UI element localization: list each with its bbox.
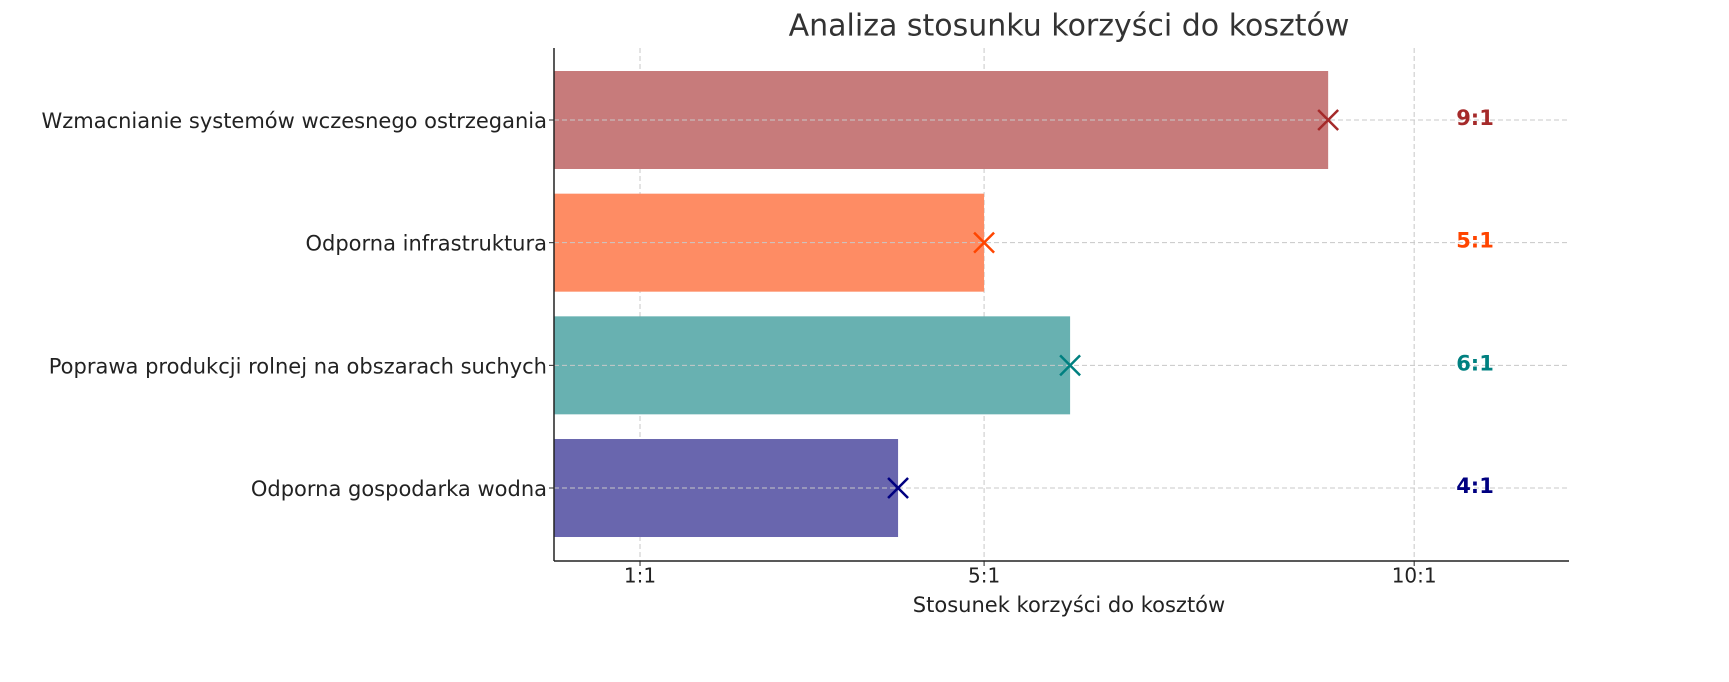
marker	[887, 477, 909, 499]
bar	[554, 193, 985, 292]
x-axis-label: Stosunek korzyści do kosztów	[913, 593, 1225, 617]
marker	[1059, 354, 1081, 377]
value-label: 9:1	[1456, 106, 1494, 130]
value-label: 4:1	[1456, 474, 1494, 498]
chart-title: Analiza stosunku korzyści do kosztów	[789, 9, 1350, 44]
y-tick-label: Odporna gospodarka wodna	[251, 477, 547, 501]
y-tick-label: Odporna infrastruktura	[305, 232, 547, 256]
value-label: 5:1	[1456, 229, 1494, 253]
x-tick-label: 10:1	[1392, 564, 1437, 588]
x-tick-label: 1:1	[624, 564, 656, 588]
y-tick-label: Wzmacnianie systemów wczesnego ostrzegan…	[41, 109, 547, 133]
marker	[1317, 109, 1340, 131]
marker	[973, 231, 995, 254]
y-tick-label: Poprawa produkcji rolnej na obszarach su…	[49, 354, 547, 378]
value-label: 6:1	[1456, 351, 1494, 375]
x-tick-label: 5:1	[968, 564, 1000, 588]
